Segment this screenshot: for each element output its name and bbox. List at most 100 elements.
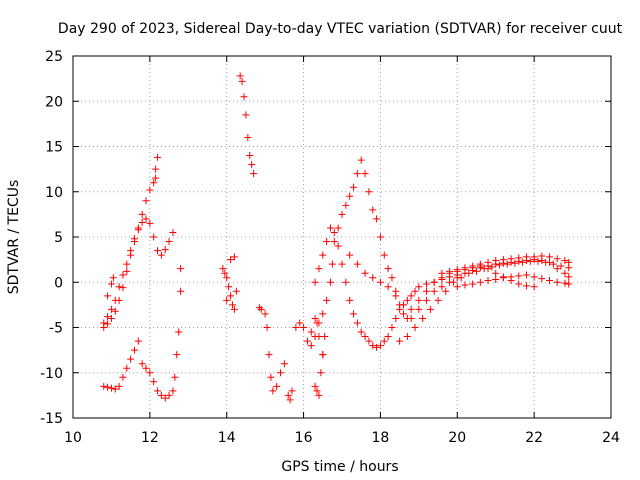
data-point [480, 265, 488, 273]
data-point [273, 382, 281, 390]
data-point [499, 256, 507, 264]
data-point [430, 287, 438, 295]
data-point [319, 310, 327, 318]
data-point [142, 215, 150, 223]
data-point [399, 301, 407, 309]
series-track-9 [307, 156, 411, 350]
data-point [227, 256, 235, 264]
data-point [546, 276, 554, 284]
data-point [240, 93, 248, 101]
data-point [288, 387, 296, 395]
data-point [311, 314, 319, 322]
data-point [373, 343, 381, 351]
data-point [250, 170, 258, 178]
data-point [453, 283, 461, 291]
chart-title: Day 290 of 2023, Sidereal Day-to-day VTE… [58, 21, 623, 37]
data-point [127, 251, 135, 259]
data-point [223, 274, 231, 282]
data-point [426, 305, 434, 313]
data-point [522, 282, 530, 290]
axis-ticks: 10 12 14 16 18 20 22 24 -15 -10 -5 0 5 10 15 20 25 [40, 49, 620, 446]
y-tick-label: -5 [49, 321, 63, 337]
data-point [538, 275, 546, 283]
data-point [161, 246, 169, 254]
data-point [242, 111, 250, 119]
data-point [292, 324, 300, 331]
data-point [380, 337, 388, 345]
data-point [269, 387, 277, 395]
data-point [232, 287, 240, 295]
data-point [311, 333, 319, 341]
data-point [492, 257, 500, 265]
data-point [334, 242, 342, 250]
data-point [565, 273, 573, 281]
x-tick-label: 16 [295, 430, 313, 446]
data-point [107, 314, 115, 322]
data-point [369, 342, 377, 350]
data-point [396, 337, 404, 345]
data-point [277, 369, 285, 377]
data-point [284, 391, 292, 399]
data-point [330, 238, 338, 246]
data-point [561, 257, 569, 265]
data-point [446, 278, 454, 286]
data-point [399, 310, 407, 318]
data-point [119, 271, 127, 279]
data-point [522, 271, 530, 279]
data-point [313, 387, 321, 395]
data-point [534, 257, 542, 265]
data-point [244, 133, 252, 141]
data-point [248, 161, 256, 169]
data-point [321, 333, 329, 341]
series-track-6 [236, 72, 258, 178]
data-point [146, 369, 154, 377]
data-point [173, 351, 181, 359]
data-point [392, 292, 400, 300]
data-point [238, 77, 246, 85]
data-point [376, 342, 384, 350]
data-point [423, 287, 431, 295]
data-point [104, 320, 112, 328]
y-tick-label: -15 [40, 411, 63, 427]
data-point [315, 265, 323, 273]
data-point [109, 274, 117, 282]
data-point [150, 233, 158, 241]
data-point [530, 283, 538, 291]
data-point [423, 280, 431, 288]
data-point [107, 384, 115, 392]
data-point [171, 373, 179, 381]
data-point [553, 265, 561, 273]
x-tick-label: 14 [218, 430, 236, 446]
data-point [111, 307, 119, 315]
series-track-8 [311, 333, 329, 399]
data-point [446, 267, 454, 275]
data-point [507, 273, 515, 281]
data-point [161, 394, 169, 402]
data-point [119, 373, 127, 381]
data-point [549, 260, 557, 268]
data-point [246, 152, 254, 160]
data-point [565, 280, 573, 288]
data-point [530, 253, 538, 261]
data-point [165, 238, 173, 246]
y-tick-label: 25 [45, 49, 63, 65]
series-track-4 [104, 153, 185, 300]
data-point [453, 274, 461, 282]
data-point [423, 296, 431, 304]
data-point [415, 283, 423, 291]
data-point [123, 364, 131, 372]
data-point [561, 279, 569, 287]
data-point [469, 262, 477, 270]
data-point [100, 324, 108, 331]
data-point [307, 328, 315, 336]
data-point [225, 283, 233, 291]
data-point [461, 281, 469, 289]
data-point [311, 278, 319, 286]
data-point [104, 313, 112, 321]
data-point [334, 224, 342, 232]
data-point [365, 188, 373, 196]
data-point [311, 382, 319, 390]
data-point [553, 255, 561, 263]
data-point [236, 72, 244, 80]
